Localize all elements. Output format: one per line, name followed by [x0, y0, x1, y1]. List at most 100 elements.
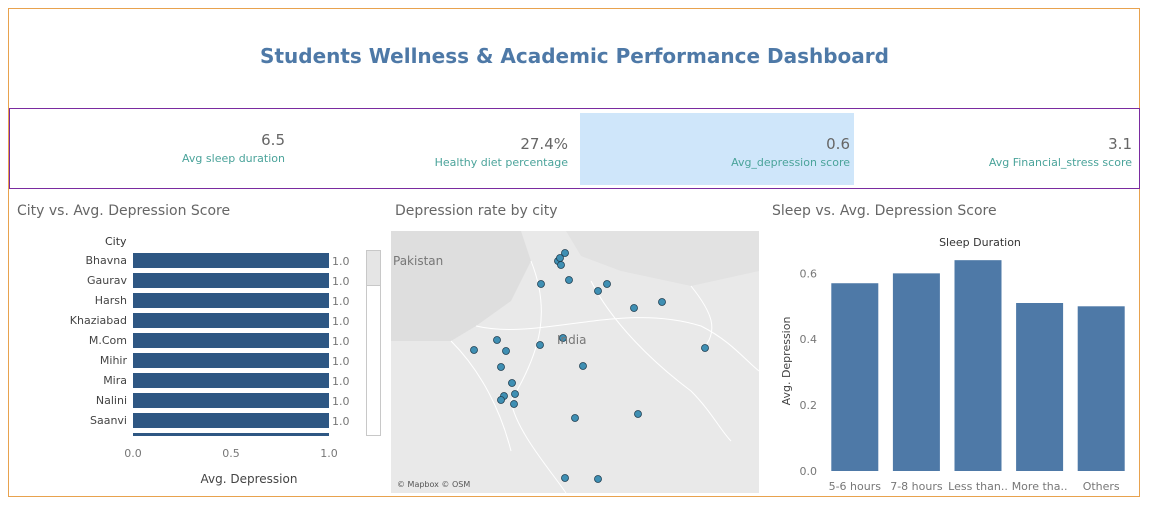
city-bar-chart: 1.0 1.0 1.0 1.0 1.0 1.0 1.0 1.0 1.0 0.0 0.5 1.0 Avg.… — [124, 253, 350, 486]
map-point — [603, 280, 611, 288]
kpi-value: 3.1 — [1108, 135, 1132, 153]
city-bar-partial — [133, 433, 329, 436]
sleep-y-axis-title: Avg. Depression — [780, 317, 793, 406]
city-bar-label: 1.0 — [332, 335, 350, 348]
map-point — [511, 390, 519, 398]
kpi-label: Healthy diet percentage — [434, 156, 568, 169]
city-label: Gaurav — [86, 274, 127, 287]
kpi-band — [9, 108, 1140, 189]
kpi-avg-sleep[interactable]: 6.5 Avg sleep duration — [182, 131, 285, 165]
map-label-india: India — [557, 333, 587, 347]
map-border — [475, 317, 759, 372]
city-x-tick: 0.0 — [124, 447, 142, 460]
sleep-x-tick: Others — [1083, 480, 1120, 493]
map-region-west — [391, 231, 531, 341]
map-label-pakistan: Pakistan — [393, 254, 444, 268]
map-point — [536, 341, 544, 349]
depression-map[interactable]: Pakistan India © Mapbox © OSM — [391, 231, 759, 493]
dashboard-title: Students Wellness & Academic Performance… — [260, 44, 889, 68]
sleep-x-tick: 5-6 hours — [829, 480, 882, 493]
map-point — [470, 346, 478, 354]
city-bar — [133, 373, 329, 388]
city-bar — [133, 273, 329, 288]
city-label: Bhavna — [85, 254, 127, 267]
city-label: Nalini — [95, 394, 127, 407]
sleep-panel-title: Sleep vs. Avg. Depression Score — [772, 203, 997, 219]
city-bar-label: 1.0 — [332, 255, 350, 268]
map-point — [630, 304, 638, 312]
map-border — [510, 260, 567, 493]
sleep-bar — [1077, 306, 1125, 471]
map-point — [561, 249, 569, 257]
city-x-tick: 1.0 — [320, 447, 338, 460]
city-bar — [133, 353, 329, 368]
map-point — [594, 475, 602, 483]
city-bar-label: 1.0 — [332, 375, 350, 388]
kpi-value: 6.5 — [261, 131, 285, 149]
map-point — [571, 414, 579, 422]
city-row-header: City — [105, 235, 127, 248]
city-bar — [133, 313, 329, 328]
city-panel-title: City vs. Avg. Depression Score — [17, 203, 231, 219]
sleep-bar — [892, 273, 940, 471]
sleep-y-tick: 0.6 — [800, 267, 818, 280]
city-bar-label: 1.0 — [332, 315, 350, 328]
kpi-financial-stress[interactable]: 3.1 Avg Financial_stress score — [989, 135, 1132, 169]
map-point — [561, 474, 569, 482]
kpi-label: Avg sleep duration — [182, 152, 285, 165]
city-scrollbar-thumb[interactable] — [367, 251, 380, 286]
sleep-y-tick: 0.0 — [800, 465, 818, 478]
sleep-bar — [1016, 303, 1064, 471]
map-border — [590, 280, 732, 442]
kpi-label: Avg Financial_stress score — [988, 156, 1132, 169]
city-bar — [133, 393, 329, 408]
sleep-x-tick: Less than.. — [948, 480, 1008, 493]
map-point — [594, 287, 602, 295]
city-label: Harsh — [94, 294, 127, 307]
city-label: Khaziabad — [69, 314, 127, 327]
city-x-axis-title: Avg. Depression — [201, 472, 298, 486]
sleep-x-tick: 7-8 hours — [890, 480, 943, 493]
map-point — [493, 336, 501, 344]
map-point — [557, 261, 565, 269]
city-bar — [133, 293, 329, 308]
map-border — [450, 340, 512, 452]
kpi-value: 0.6 — [826, 135, 850, 153]
map-panel-title: Depression rate by city — [395, 203, 558, 219]
city-scrollbar[interactable] — [366, 250, 381, 436]
sleep-bar-chart: Sleep Duration 0.0 0.2 0.4 0.6 Avg. Depressio… — [780, 236, 1125, 493]
map-credit: © Mapbox © OSM — [397, 480, 471, 489]
kpi-healthy-diet[interactable]: 27.4% Healthy diet percentage — [435, 135, 568, 169]
dashboard-frame — [8, 8, 1140, 497]
map-point — [556, 254, 564, 262]
sleep-x-tick: More tha.. — [1012, 480, 1068, 493]
city-bar — [133, 333, 329, 348]
map-point — [634, 410, 642, 418]
map-region-north — [566, 231, 759, 286]
city-bar-label: 1.0 — [332, 355, 350, 368]
map-point — [658, 298, 666, 306]
map-points[interactable] — [391, 231, 759, 493]
sleep-y-tick: 0.4 — [800, 333, 818, 346]
sleep-bar — [954, 260, 1002, 471]
map-point — [497, 363, 505, 371]
map-point — [559, 334, 567, 342]
city-bar-label: 1.0 — [332, 275, 350, 288]
city-label: Saanvi — [89, 414, 127, 427]
map-point — [508, 379, 516, 387]
sleep-bar — [831, 283, 879, 471]
map-point — [579, 362, 587, 370]
map-point — [510, 400, 518, 408]
city-bar-label: 1.0 — [332, 415, 350, 428]
city-label: Mira — [103, 374, 127, 387]
kpi-depression-score[interactable]: 0.6 Avg_depression score — [731, 135, 850, 169]
kpi-highlight[interactable] — [580, 113, 854, 185]
map-point — [565, 276, 573, 284]
sleep-x-header: Sleep Duration — [939, 236, 1021, 249]
sleep-y-tick: 0.2 — [800, 399, 818, 412]
city-label: Mihir — [99, 354, 127, 367]
map-point — [537, 280, 545, 288]
city-label: M.Com — [88, 334, 127, 347]
map-point — [701, 344, 709, 352]
city-bar-label: 1.0 — [332, 395, 350, 408]
